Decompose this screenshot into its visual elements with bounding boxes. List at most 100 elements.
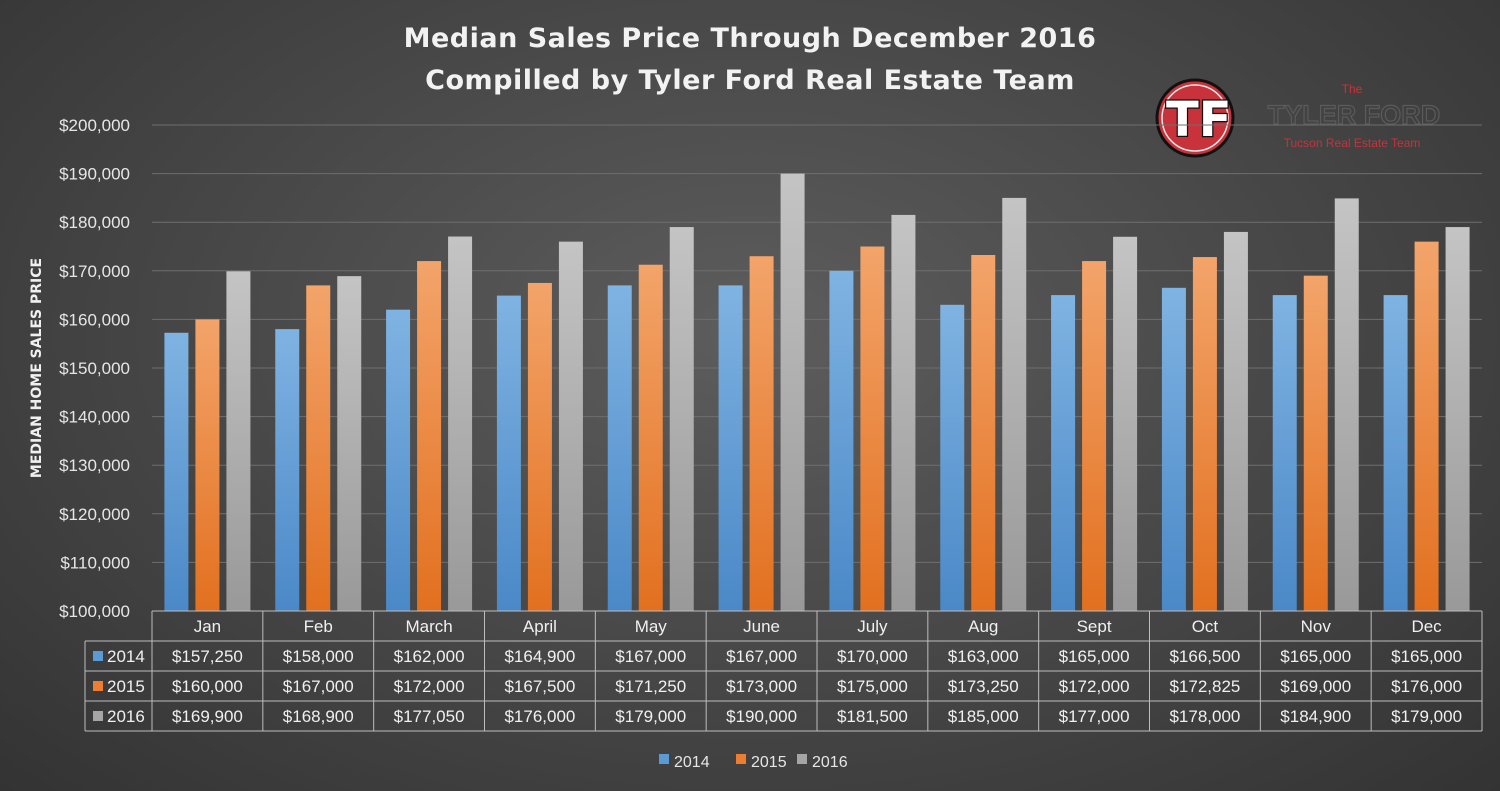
x-tick-label: April xyxy=(523,617,557,636)
legend-swatch-2016 xyxy=(797,754,807,764)
data-label: $167,500 xyxy=(504,677,575,696)
bar-2015-jan xyxy=(195,319,220,611)
bar-2015-march xyxy=(417,261,442,611)
y-tick-label: $110,000 xyxy=(60,553,130,572)
bar-2016-sept xyxy=(1113,236,1138,611)
bar-2016-june xyxy=(780,173,805,611)
legend: 2014 2015 2016 xyxy=(659,754,848,771)
bar-2015-sept xyxy=(1082,261,1107,611)
y-axis-ticks: $100,000 $110,000 $120,000 $130,000 $140,000… xyxy=(59,116,130,621)
bar-2015-may xyxy=(638,264,663,611)
data-label: $176,000 xyxy=(1391,677,1462,696)
data-label: $181,500 xyxy=(837,707,908,726)
table-series-name: 2015 xyxy=(107,677,145,696)
bar-2016-july xyxy=(891,214,916,611)
x-tick-label: Oct xyxy=(1192,617,1219,636)
data-label: $169,900 xyxy=(172,707,243,726)
table-series-swatch xyxy=(93,681,103,691)
data-label: $190,000 xyxy=(726,707,797,726)
data-label: $185,000 xyxy=(948,707,1019,726)
data-label: $163,000 xyxy=(948,647,1019,666)
data-label: $166,500 xyxy=(1169,647,1240,666)
y-tick-label: $170,000 xyxy=(59,262,130,281)
logo-circle-icon xyxy=(1155,78,1235,158)
bar-2015-nov xyxy=(1303,275,1328,611)
data-label: $167,000 xyxy=(615,647,686,666)
y-tick-label: $180,000 xyxy=(59,213,130,232)
data-label: $167,000 xyxy=(283,677,354,696)
bar-2015-feb xyxy=(306,285,331,611)
data-label: $157,250 xyxy=(172,647,243,666)
bar-2015-june xyxy=(749,256,774,611)
x-tick-label: June xyxy=(743,617,780,636)
data-label: $167,000 xyxy=(726,647,797,666)
bar-2016-jan xyxy=(226,271,251,611)
y-tick-label: $190,000 xyxy=(59,165,130,184)
legend-swatch-2014 xyxy=(659,754,669,764)
bar-2014-sept xyxy=(1051,295,1076,611)
data-label: $176,000 xyxy=(504,707,575,726)
data-label: $184,900 xyxy=(1280,707,1351,726)
y-tick-label: $140,000 xyxy=(59,408,130,427)
x-tick-label: March xyxy=(405,617,452,636)
bar-2016-aug xyxy=(1002,197,1027,611)
x-tick-label: May xyxy=(635,617,668,636)
x-tick-label: Sept xyxy=(1077,617,1112,636)
bar-2015-july xyxy=(860,246,885,611)
data-label: $175,000 xyxy=(837,677,908,696)
data-label: $169,000 xyxy=(1280,677,1351,696)
bar-2015-aug xyxy=(971,255,996,611)
y-axis-label: MEDIAN HOME SALES PRICE xyxy=(29,258,45,478)
y-tick-label: $100,000 xyxy=(59,602,130,621)
bar-2016-april xyxy=(558,241,583,611)
data-label: $171,250 xyxy=(615,677,686,696)
table-series-name: 2016 xyxy=(107,707,145,726)
data-label: $168,900 xyxy=(283,707,354,726)
bars xyxy=(164,173,1470,612)
y-tick-label: $130,000 xyxy=(59,456,130,475)
chart-subtitle: Compilled by Tyler Ford Real Estate Team xyxy=(425,65,1075,96)
logo-monogram: TF xyxy=(1166,92,1232,148)
y-tick-label: $150,000 xyxy=(59,359,130,378)
data-label: $160,000 xyxy=(172,677,243,696)
bar-2014-feb xyxy=(275,329,300,611)
chart-title: Median Sales Price Through December 2016 xyxy=(404,23,1097,54)
data-label: $177,050 xyxy=(394,707,465,726)
data-label: $165,000 xyxy=(1391,647,1462,666)
table-series-swatch xyxy=(93,711,103,721)
data-label: $162,000 xyxy=(394,647,465,666)
legend-label-2016: 2016 xyxy=(812,754,848,771)
y-tick-label: $160,000 xyxy=(59,310,130,329)
data-label: $179,000 xyxy=(615,707,686,726)
legend-swatch-2015 xyxy=(736,754,746,764)
bar-2014-may xyxy=(607,285,632,611)
data-label: $172,000 xyxy=(1059,677,1130,696)
bar-2014-june xyxy=(718,285,743,611)
bar-2016-dec xyxy=(1445,227,1470,611)
bar-2014-oct xyxy=(1161,287,1186,611)
data-table: Jan Feb March April May June July Aug Sept Oct Nov… xyxy=(84,610,1483,732)
bar-2014-nov xyxy=(1272,295,1297,611)
bar-2015-april xyxy=(527,282,552,611)
x-tick-label: July xyxy=(857,617,888,636)
legend-label-2015: 2015 xyxy=(751,754,787,771)
bar-2016-may xyxy=(669,227,694,611)
brand-logo: TF The TYLER FORD Tucson Real Estate Tea… xyxy=(1155,78,1441,158)
data-label: $179,000 xyxy=(1391,707,1462,726)
y-tick-label: $120,000 xyxy=(59,505,130,524)
legend-label-2014: 2014 xyxy=(674,754,710,771)
data-label: $173,000 xyxy=(726,677,797,696)
data-label: $178,000 xyxy=(1169,707,1240,726)
data-label: $173,250 xyxy=(948,677,1019,696)
bar-2015-dec xyxy=(1414,241,1439,611)
bar-2015-oct xyxy=(1192,257,1217,611)
data-label: $164,900 xyxy=(504,647,575,666)
data-label: $165,000 xyxy=(1059,647,1130,666)
x-tick-label: Nov xyxy=(1301,617,1332,636)
data-label: $170,000 xyxy=(837,647,908,666)
data-label: $172,825 xyxy=(1169,677,1240,696)
y-tick-label: $200,000 xyxy=(59,116,130,135)
bar-2016-march xyxy=(448,236,473,612)
data-label: $158,000 xyxy=(283,647,354,666)
